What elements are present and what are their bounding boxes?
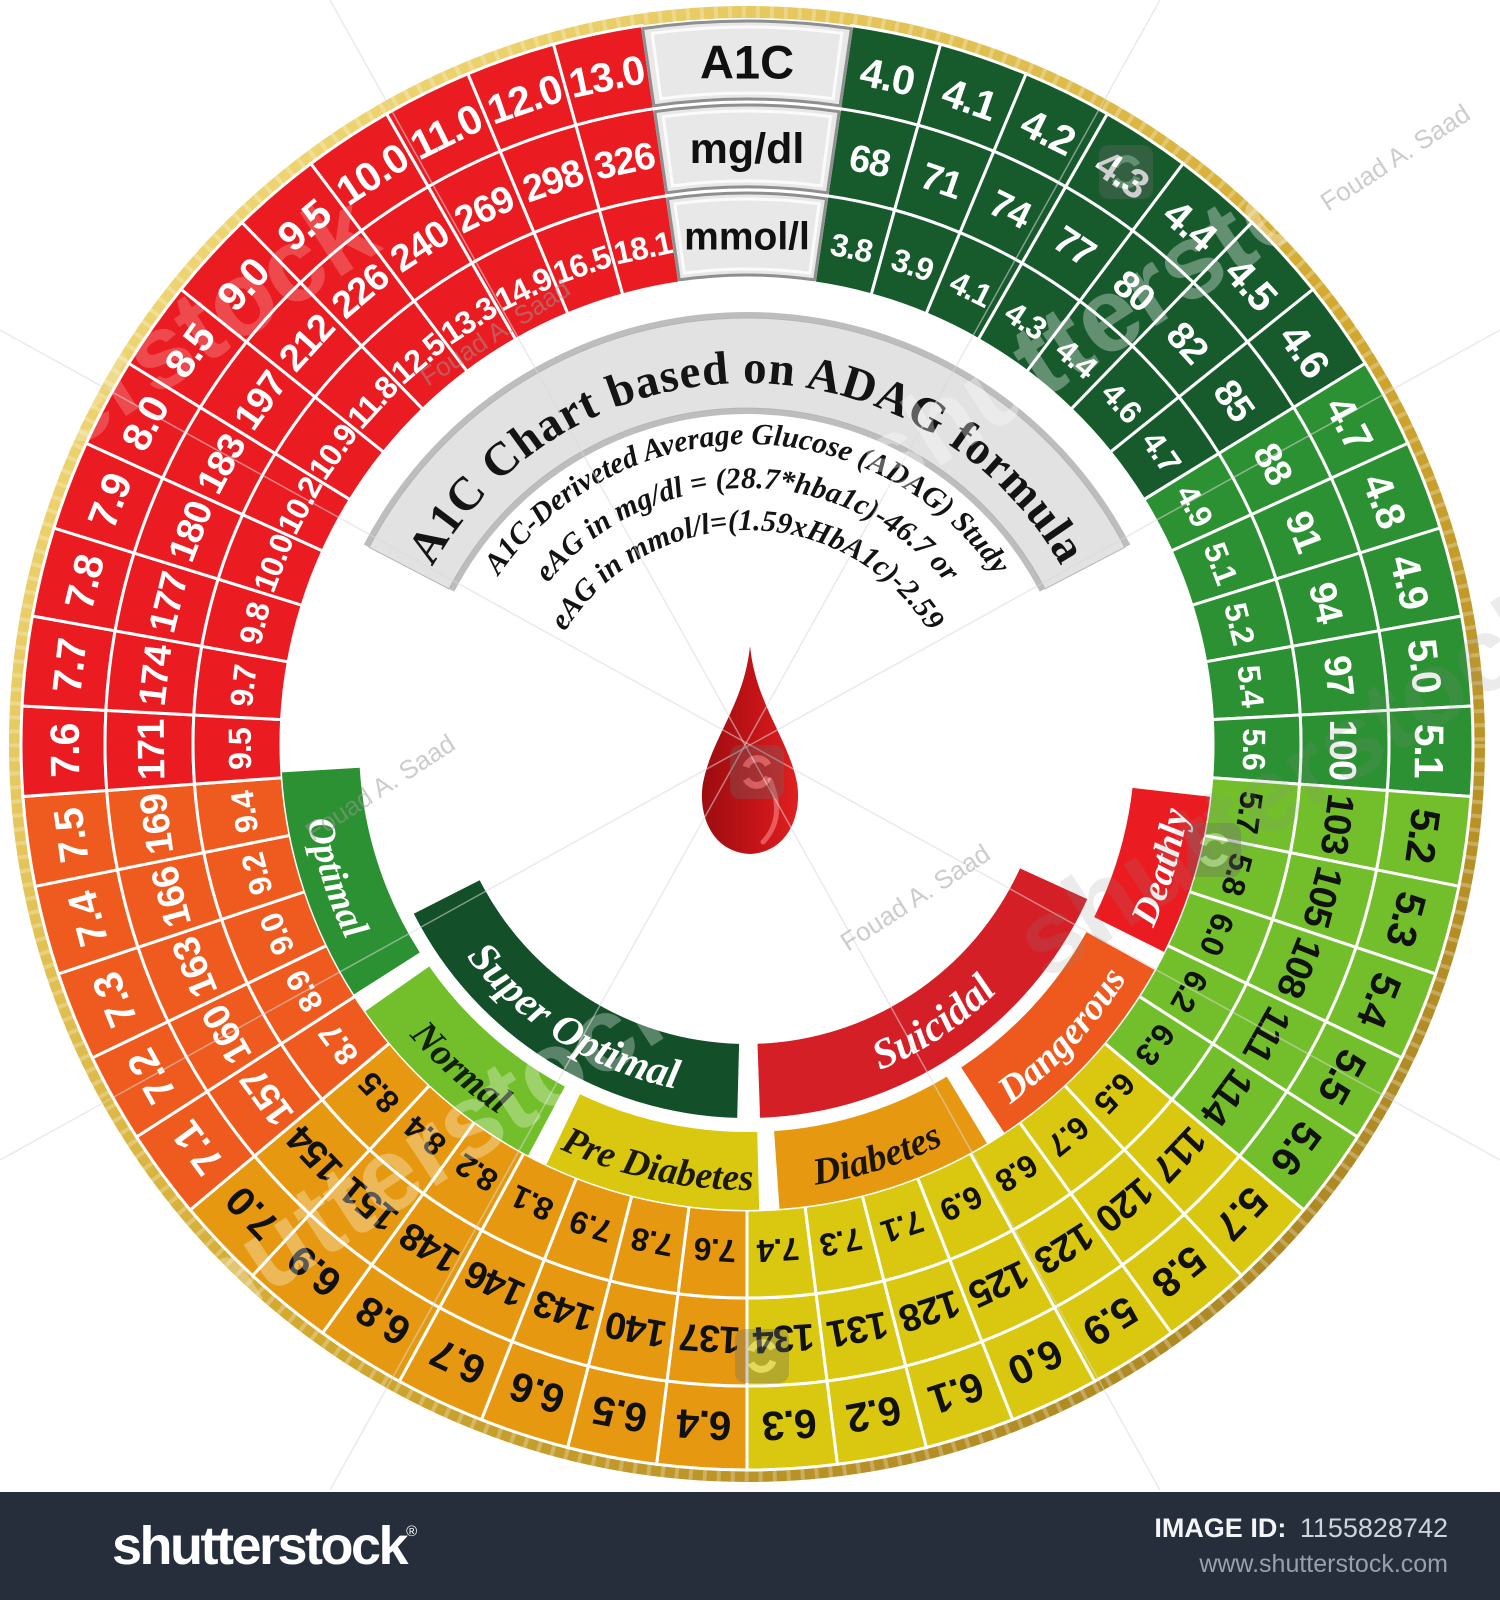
cell-value: 7.5 <box>45 806 98 866</box>
watermark-grab-icon <box>735 1329 789 1383</box>
watermark-credit-text: Fouad A. Saad <box>835 838 996 957</box>
cell-value: 7.4 <box>756 1231 801 1270</box>
unit-label: mmol/l <box>684 216 810 259</box>
cell-value: 5.7 <box>1229 789 1270 835</box>
cell-value: 169 <box>133 791 183 857</box>
category-segment <box>961 932 1155 1133</box>
cell-value: 68 <box>845 137 893 186</box>
cell-value: 7.6 <box>693 1231 737 1270</box>
cell-value: 7.3 <box>817 1221 865 1264</box>
cell-value: 7.8 <box>629 1220 677 1263</box>
wheel-cell <box>597 194 682 297</box>
unit-box <box>653 103 841 195</box>
a1c-wheel-chart: 4.0683.84.1713.94.2744.14.3774.34.4804.4… <box>0 0 1500 1491</box>
image-id-row: IMAGE ID: 1155828742 <box>1154 1512 1448 1546</box>
cell-value: 103 <box>1312 791 1362 857</box>
cell-value: 7.6 <box>42 723 89 778</box>
cell-value: 9.5 <box>222 728 258 770</box>
blood-drop-icon <box>701 646 799 854</box>
cell-value: 7.7 <box>44 636 96 695</box>
footer-bar: shutterstock® IMAGE ID: 1155828742 www.s… <box>0 1492 1500 1600</box>
cell-value: 6.2 <box>843 1387 905 1442</box>
cell-value: 5.2 <box>1396 806 1449 866</box>
category-segment <box>281 767 420 995</box>
cell-value: 134 <box>752 1315 816 1361</box>
cell-value: 9.7 <box>223 663 264 709</box>
logo-text: shutterstock <box>112 1516 409 1576</box>
unit-box <box>641 19 853 108</box>
watermark-grab-icon <box>1099 145 1153 199</box>
cell-value: 9.4 <box>224 788 265 835</box>
cell-value: 6.5 <box>589 1386 651 1441</box>
cell-value: 5.0 <box>1399 636 1451 695</box>
cell-value: 3.8 <box>827 226 875 270</box>
cell-value: 100 <box>1321 719 1364 780</box>
watermark-grab-icon <box>1187 823 1241 877</box>
cell-value: 5.6 <box>1236 728 1272 770</box>
cell-value: 137 <box>678 1315 741 1361</box>
watermark-grab-icon <box>730 745 784 799</box>
unit-label: mg/dl <box>690 125 805 173</box>
category-segment <box>413 880 740 1118</box>
cell-value: 6.3 <box>761 1400 818 1449</box>
value-rings: 4.0683.84.1713.94.2744.14.3774.34.4804.4… <box>19 23 1475 1472</box>
image-id-label: IMAGE ID: <box>1154 1512 1287 1543</box>
footer-website: www.shutterstock.com <box>1199 1550 1448 1579</box>
cell-value: 171 <box>131 719 174 781</box>
category-segment <box>546 1094 760 1210</box>
cell-value: 5.4 <box>1230 663 1271 710</box>
registered-mark: ® <box>406 1523 418 1540</box>
cell-value: 97 <box>1315 653 1361 698</box>
category-segment <box>774 1076 987 1209</box>
shutterstock-logo: shutterstock® <box>112 1519 417 1573</box>
unit-box <box>666 191 828 282</box>
cell-value: 4.0 <box>856 49 919 105</box>
category-segment <box>365 966 565 1156</box>
footer-meta: IMAGE ID: 1155828742 www.shutterstock.co… <box>1154 1512 1448 1581</box>
cell-value: 6.4 <box>675 1400 733 1449</box>
category-segment <box>1094 787 1210 952</box>
category-segment <box>757 868 1088 1118</box>
cell-value: 174 <box>132 643 181 709</box>
unit-label: A1C <box>700 36 794 89</box>
cell-value: 5.1 <box>1406 724 1453 779</box>
unit-header: A1C mg/dl mmol/l <box>641 19 853 282</box>
image-id-value: 1155828742 <box>1299 1512 1448 1543</box>
wheel-area: 4.0683.84.1713.94.2744.14.3774.34.4804.4… <box>0 0 1500 1492</box>
gold-rim <box>9 6 1485 1482</box>
